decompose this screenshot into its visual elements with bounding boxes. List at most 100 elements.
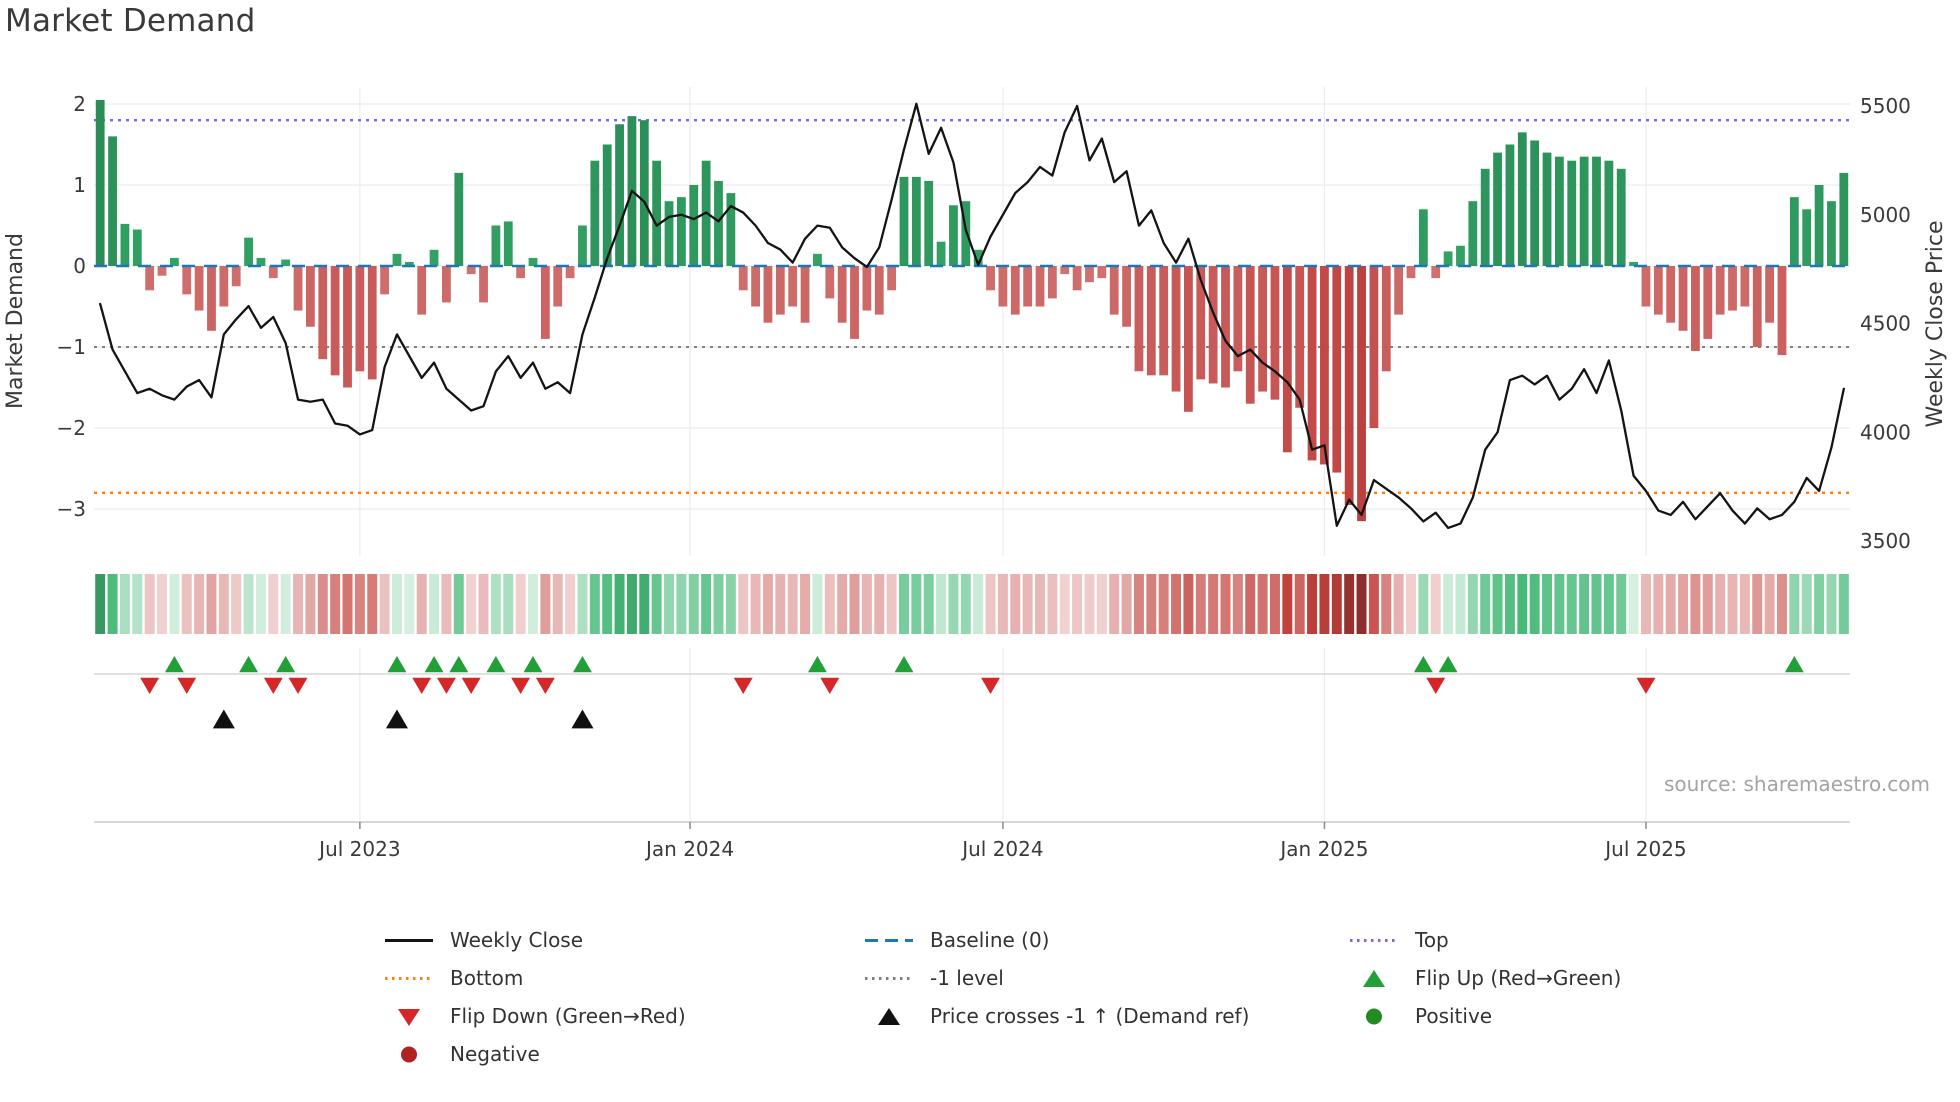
flip-up-marker	[387, 656, 407, 673]
flip-up-marker	[164, 656, 184, 673]
demand-bar	[1282, 266, 1292, 453]
demand-bar	[590, 160, 600, 266]
heatmap-cell	[713, 574, 724, 634]
right-tick-label: 5500	[1860, 94, 1911, 118]
x-tick-label: Jan 2025	[1278, 837, 1368, 861]
demand-bar	[775, 266, 785, 315]
demand-bar	[553, 266, 563, 307]
heatmap-cell	[243, 574, 254, 634]
demand-bar	[1480, 168, 1490, 266]
demand-bar	[862, 266, 872, 311]
demand-bar	[367, 266, 377, 380]
triangle-down-icon	[398, 1009, 420, 1026]
heatmap-cell	[899, 574, 909, 634]
demand-bar	[751, 266, 760, 307]
legend-label: Flip Up (Red→Green)	[1415, 966, 1622, 990]
heatmap-cell	[1616, 574, 1627, 634]
demand-bar	[1493, 152, 1502, 266]
demand-bar	[1678, 266, 1688, 331]
heatmap-cell	[985, 574, 996, 634]
demand-bar	[1592, 156, 1601, 266]
demand-bar	[392, 253, 402, 266]
heatmap-cell	[1764, 574, 1775, 634]
heatmap-cell	[169, 574, 180, 634]
price-cross-marker	[385, 709, 408, 729]
demand-bars	[95, 99, 1849, 522]
demand-bar	[1196, 266, 1206, 380]
heatmap-cell	[725, 574, 736, 634]
right-tick-label: 4000	[1860, 420, 1911, 444]
demand-bar	[1047, 266, 1057, 299]
demand-bar	[429, 249, 439, 266]
heatmap-cell	[997, 574, 1008, 634]
heatmap-cell	[1368, 574, 1379, 634]
heatmap-cell	[923, 574, 934, 634]
heatmap-cell	[1665, 574, 1676, 634]
demand-bar	[1703, 266, 1713, 339]
demand-bar	[1357, 266, 1366, 522]
legend-item: Flip Up (Red→Green)	[1347, 959, 1777, 997]
demand-bar	[132, 229, 142, 266]
legend-item: Weekly Close	[382, 921, 862, 959]
flip-down-marker	[436, 677, 456, 694]
demand-bar	[998, 266, 1008, 307]
legend-label: Flip Down (Green→Red)	[450, 1004, 686, 1028]
demand-bar	[1554, 156, 1564, 266]
heatmap-cell	[1406, 574, 1416, 634]
demand-bar	[1381, 266, 1391, 372]
heatmap-cell	[1133, 574, 1144, 634]
demand-bar	[1344, 266, 1354, 505]
legend-item: Positive	[1347, 997, 1777, 1035]
demand-bar	[887, 266, 897, 291]
demand-bar	[1827, 201, 1836, 266]
flip-down-marker	[288, 677, 308, 694]
heatmap-cell	[305, 574, 316, 634]
legend-triangle	[878, 1008, 900, 1025]
legend-circle	[401, 1046, 417, 1063]
demand-bar	[1010, 266, 1020, 315]
demand-bar	[899, 176, 909, 266]
demand-bar	[788, 266, 798, 307]
heatmap-cell	[973, 574, 984, 634]
legend-item: -1 level	[862, 959, 1347, 997]
demand-bar	[1035, 266, 1045, 307]
left-tick-label: −1	[57, 335, 86, 359]
demand-bar	[355, 266, 365, 372]
heatmap-cell	[1789, 574, 1800, 634]
demand-bar	[1752, 266, 1762, 347]
demand-bar	[1060, 266, 1070, 275]
flip-up-marker	[807, 656, 827, 673]
heatmap-cell	[515, 574, 526, 634]
demand-bar	[689, 185, 699, 266]
demand-bar	[330, 266, 340, 376]
heatmap-cell	[107, 574, 118, 634]
right-tick-label: 5000	[1860, 203, 1911, 227]
heatmap-cell	[1504, 574, 1515, 634]
heatmap-cell	[1109, 574, 1120, 634]
demand-bar	[763, 266, 773, 323]
heatmap-cell	[95, 574, 106, 634]
demand-bar	[1839, 172, 1849, 266]
heatmap-cell	[1418, 574, 1429, 634]
right-tick-label: 3500	[1860, 529, 1911, 553]
demand-bar	[1394, 266, 1404, 315]
heatmap-cell	[1752, 574, 1763, 634]
demand-bar	[1431, 266, 1441, 279]
flip-down-marker	[140, 677, 160, 694]
triangle-up-icon	[1363, 970, 1385, 987]
demand-bar	[516, 266, 526, 279]
demand-bar	[652, 160, 662, 266]
demand-bar	[714, 180, 723, 266]
heatmap-cell	[688, 574, 699, 634]
heatmap-cell	[577, 574, 588, 634]
demand-bar	[1814, 185, 1824, 266]
chart-title: Market Demand	[5, 3, 256, 39]
demand-bar	[602, 144, 612, 266]
flip-down-marker	[412, 677, 432, 694]
heatmap-cell	[886, 574, 897, 634]
heatmap-cell	[478, 574, 489, 634]
flip-down-marker	[177, 677, 197, 694]
demand-bar	[194, 266, 204, 311]
demand-bar	[1629, 261, 1638, 266]
demand-bar	[1097, 266, 1107, 279]
